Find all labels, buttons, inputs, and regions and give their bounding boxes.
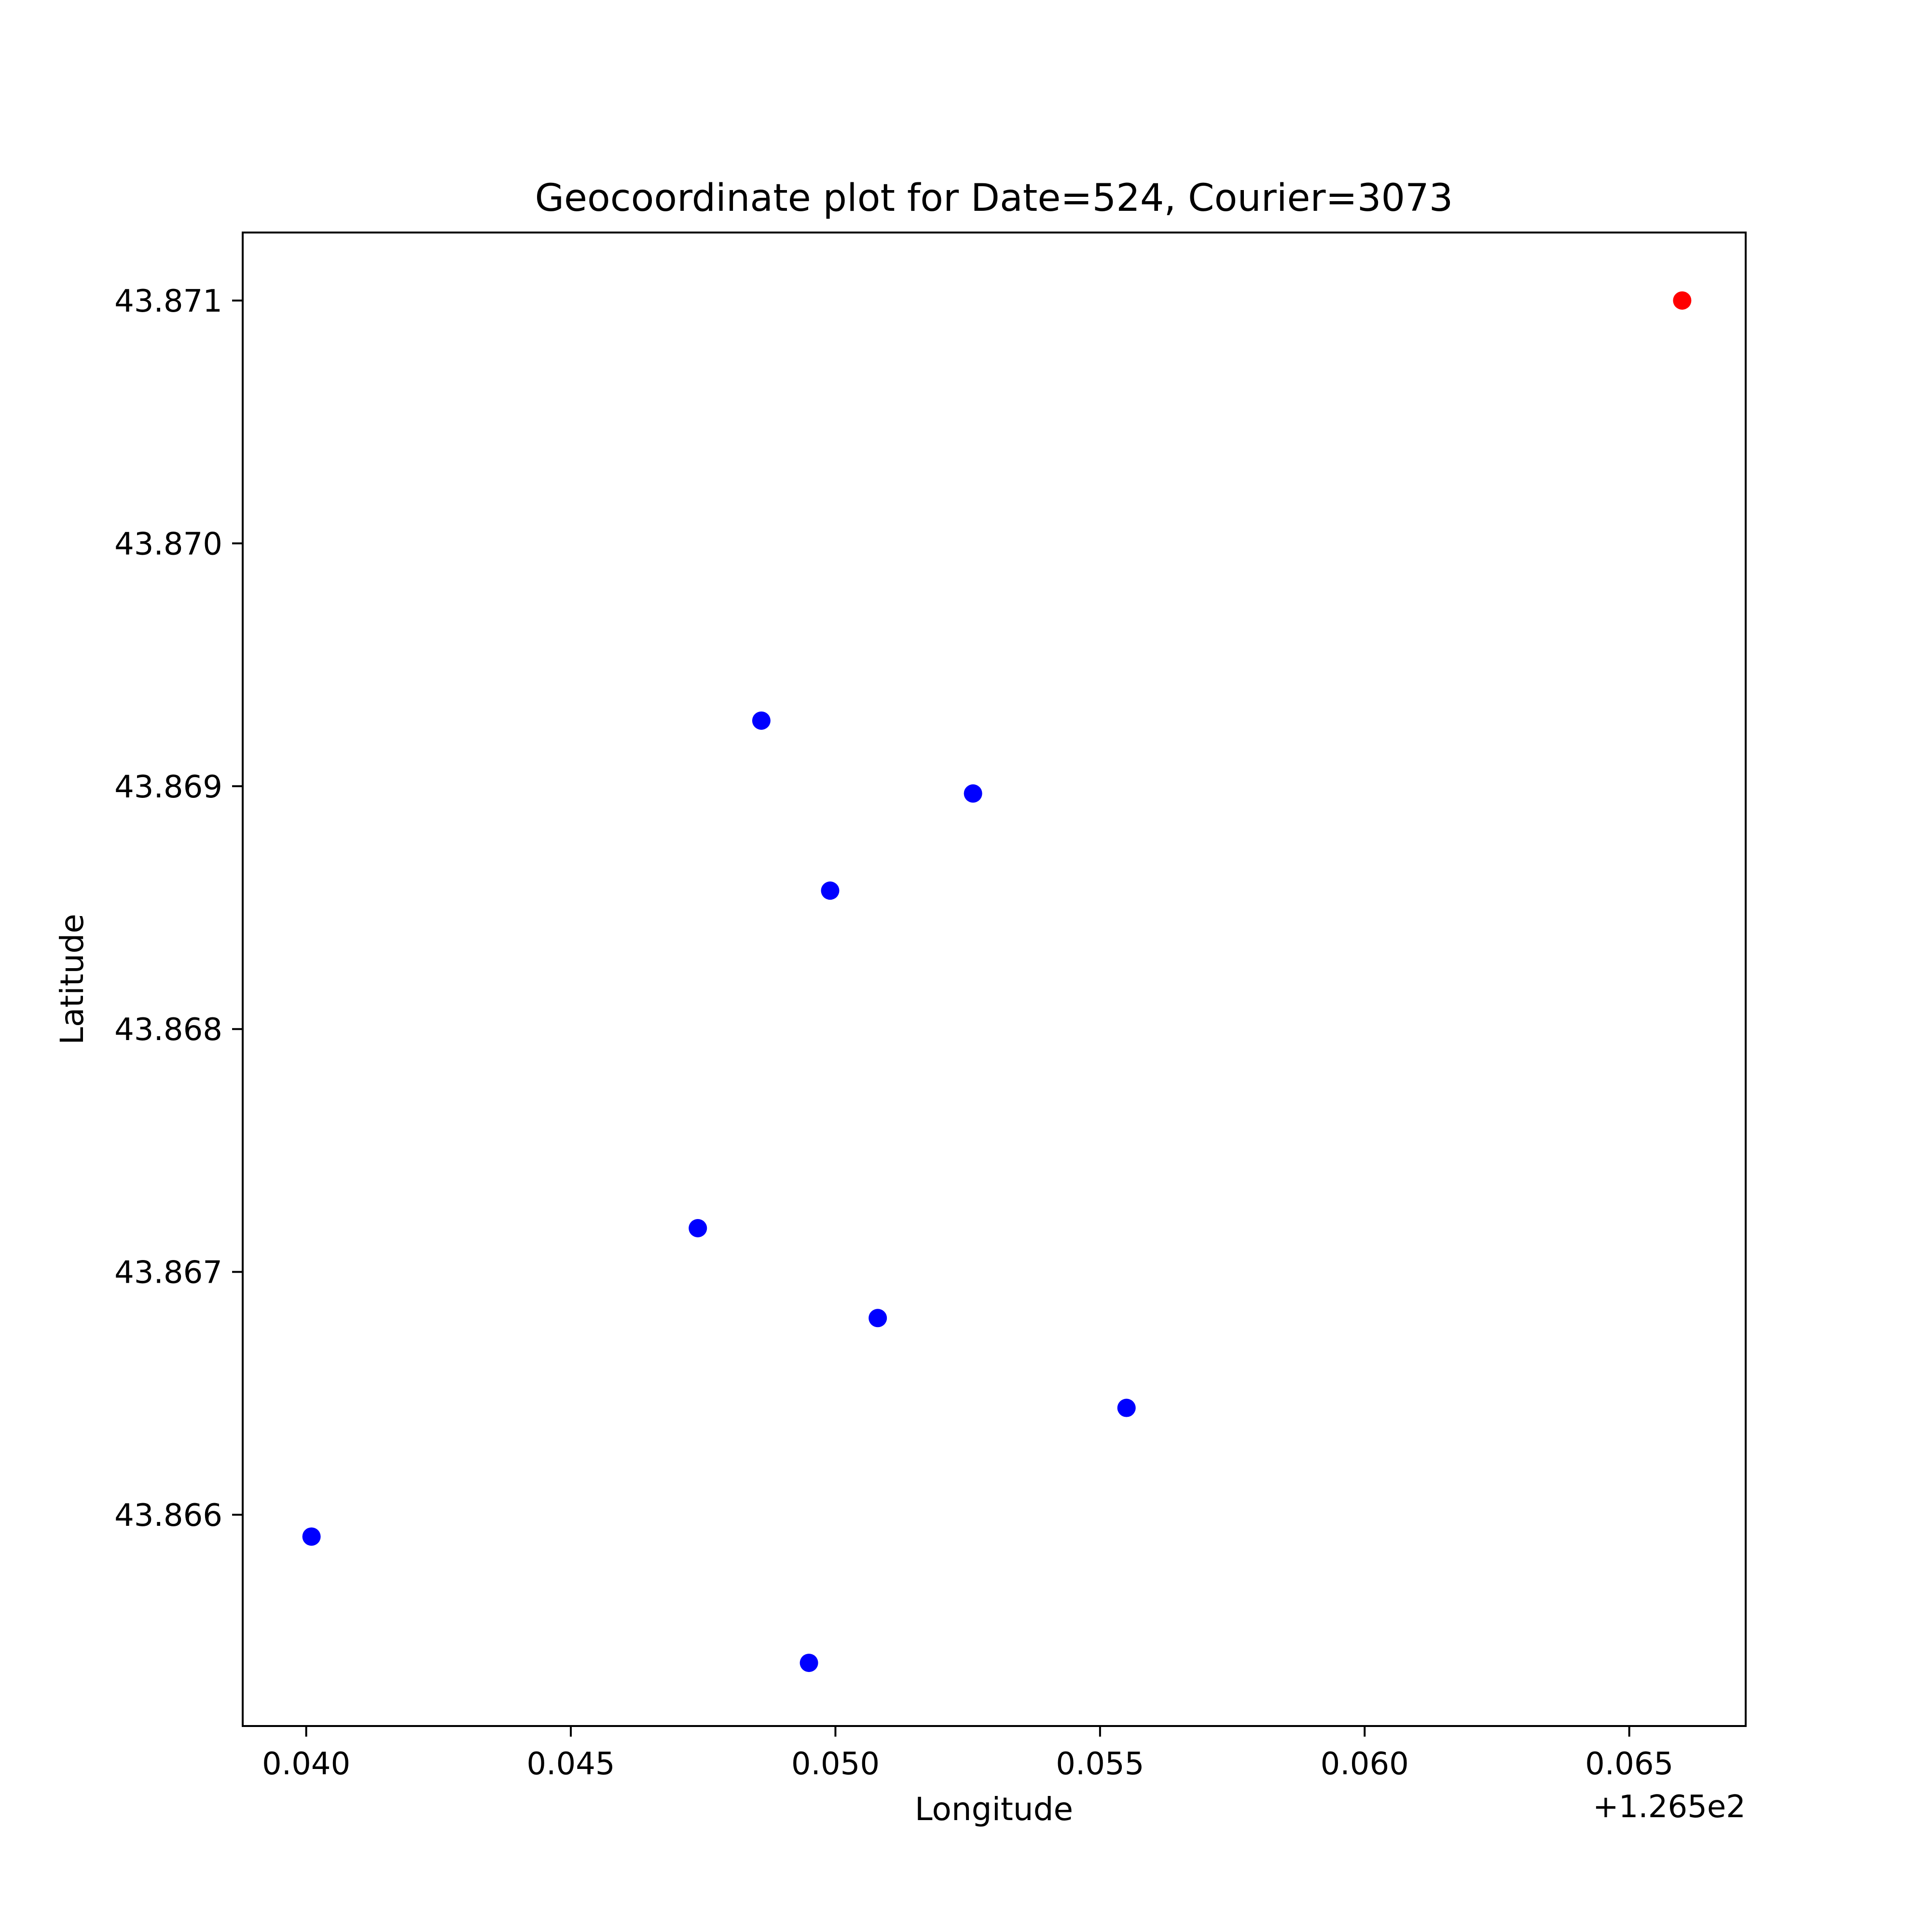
plot-frame [242, 232, 1747, 1727]
scatter-point-blue [800, 1654, 818, 1672]
x-axis-label: Longitude [915, 1791, 1073, 1828]
scatter-point-blue [689, 1219, 707, 1237]
scatter-point-blue [821, 881, 840, 900]
y-axis: 43.866 43.867 43.868 43.869 43.870 43.871 [114, 284, 243, 1534]
x-tick-label: 0.050 [791, 1746, 880, 1782]
x-axis: 0.040 0.045 0.050 0.055 0.060 0.065 [262, 1726, 1673, 1782]
y-tick-label: 43.869 [114, 769, 222, 805]
scatter-point-red [1673, 291, 1692, 310]
y-tick-label: 43.866 [114, 1498, 222, 1534]
scatter-point-blue [1117, 1398, 1136, 1417]
x-tick-label: 0.040 [262, 1746, 350, 1782]
x-tick-label: 0.055 [1056, 1746, 1144, 1782]
y-tick-label: 43.870 [114, 526, 222, 562]
y-tick-label: 43.867 [114, 1255, 222, 1291]
x-tick-label: 0.065 [1585, 1746, 1673, 1782]
x-tick-label: 0.045 [526, 1746, 615, 1782]
x-tick-label: 0.060 [1321, 1746, 1409, 1782]
y-tick-label: 43.871 [114, 284, 222, 319]
scatter-point-blue [964, 784, 982, 803]
plot-area [242, 232, 1747, 1727]
y-tick-label: 43.868 [114, 1012, 222, 1048]
scatter-point-blue [868, 1309, 887, 1328]
chart-title: Geocoordinate plot for Date=524, Courier… [535, 177, 1453, 220]
y-axis-label: Latitude [54, 914, 91, 1045]
points-layer [302, 291, 1692, 1672]
scatter-point-blue [302, 1527, 321, 1546]
x-axis-offset-label: +1.265e2 [1593, 1789, 1746, 1825]
scatter-point-blue [752, 711, 771, 730]
